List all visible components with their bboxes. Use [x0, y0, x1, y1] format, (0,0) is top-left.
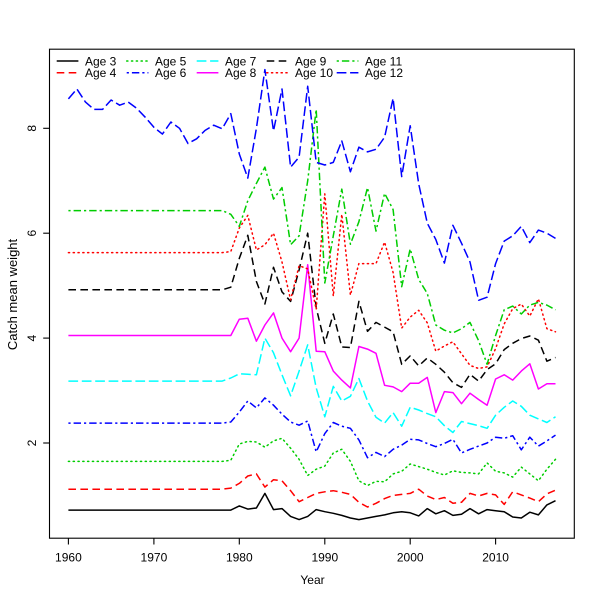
- svg-text:1970: 1970: [141, 551, 168, 565]
- svg-text:Age 5: Age 5: [155, 54, 187, 68]
- svg-text:Year: Year: [300, 573, 324, 587]
- svg-text:8: 8: [25, 125, 39, 132]
- svg-text:Age 10: Age 10: [295, 66, 333, 80]
- svg-text:Age 6: Age 6: [155, 66, 187, 80]
- svg-text:Age 11: Age 11: [365, 54, 402, 68]
- svg-text:Age 7: Age 7: [225, 54, 257, 68]
- svg-text:Age 9: Age 9: [295, 54, 327, 68]
- svg-text:Age 12: Age 12: [365, 66, 403, 80]
- svg-text:Age 3: Age 3: [85, 54, 117, 68]
- svg-text:4: 4: [25, 334, 39, 341]
- svg-text:Age 4: Age 4: [85, 66, 117, 80]
- svg-text:2000: 2000: [397, 551, 424, 565]
- svg-text:2010: 2010: [482, 551, 509, 565]
- svg-text:Age 8: Age 8: [225, 66, 257, 80]
- svg-text:1980: 1980: [226, 551, 253, 565]
- svg-text:2: 2: [25, 439, 39, 446]
- svg-text:Catch mean weight: Catch mean weight: [5, 238, 20, 350]
- svg-text:1960: 1960: [55, 551, 82, 565]
- svg-text:1990: 1990: [311, 551, 338, 565]
- svg-text:6: 6: [25, 230, 39, 237]
